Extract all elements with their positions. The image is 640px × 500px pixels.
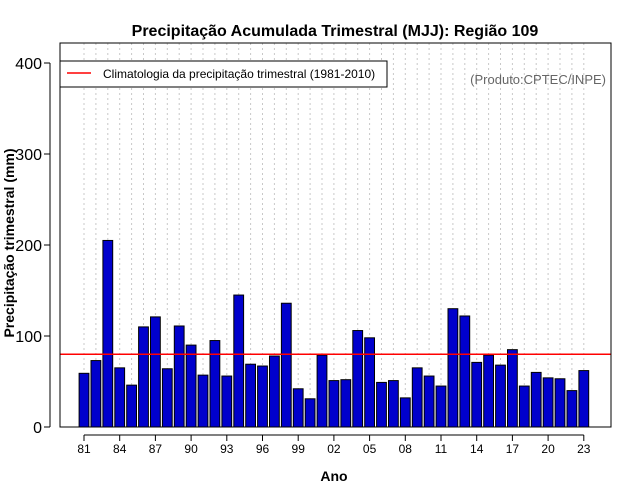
bar-2010 [423,375,435,428]
x-tick-label: 99 [292,442,306,456]
bar-2006 [376,381,387,428]
bar-2020 [542,377,554,428]
bar-1995 [245,363,256,428]
bar-2009 [411,367,423,428]
bar-2015 [483,354,495,428]
x-tick-label: 20 [541,442,555,456]
bar-1988 [161,368,173,428]
bar-2013 [459,315,471,428]
bar-1985 [126,384,137,428]
bar-2011 [435,385,447,428]
bar-1999 [292,388,304,428]
x-tick-label: 11 [435,442,448,456]
y-tick-label: 100 [15,329,42,346]
x-axis: 81 84 87 90 93 96 99 02 05 08 11 14 17 20 23 [77,434,591,456]
bar-1997 [269,355,280,428]
bar-1990 [185,344,197,428]
bar-2019 [530,371,542,428]
bar-1989 [173,325,185,428]
bar-1994 [233,294,245,428]
x-axis-label: Ano [320,468,347,484]
y-axis-label: Precipitação trimestral (mm) [1,148,17,337]
x-tick-label: 81 [77,442,91,456]
x-tick-label: 05 [363,442,377,456]
y-tick-label: 300 [15,147,42,164]
bar-1996 [257,365,268,428]
legend-label: Climatologia da precipitação trimestral … [103,67,375,81]
bar-2000 [304,398,316,428]
bar-1981 [78,372,90,428]
x-tick-label: 14 [470,442,484,456]
bar-2002 [328,380,340,428]
bar-2018 [518,385,530,428]
x-tick-label: 08 [399,442,413,456]
legend: Climatologia da precipitação trimestral … [59,60,388,88]
x-tick-label: 02 [327,442,341,456]
credit-text: (Produto:CPTEC/INPE) [470,72,606,87]
bar-1982 [90,360,102,428]
bar-2021 [554,378,566,428]
bar-2004 [352,330,364,428]
bar-2012 [447,308,459,428]
x-tick-label: 87 [149,442,163,456]
bar-2017 [507,349,518,428]
plot-frame [59,42,612,428]
y-tick-label: 400 [15,56,42,73]
bar-2022 [566,390,578,428]
bar-2016 [495,364,506,428]
x-tick-label: 96 [256,442,270,456]
x-tick-label: 90 [184,442,198,456]
x-tick-label: 23 [577,442,591,456]
bar-2023 [578,370,590,428]
bar-2005 [364,337,376,428]
bars [78,239,590,428]
bar-2003 [340,379,352,428]
y-tick-label: 200 [15,238,42,255]
bar-1991 [197,374,209,428]
x-tick-label: 93 [220,442,234,456]
bar-1998 [280,302,292,428]
y-axis: 0 100 200 300 400 [15,56,51,437]
bar-1986 [138,326,149,428]
y-tick-label: 0 [33,420,42,437]
x-tick-label: 84 [113,442,127,456]
bar-1983 [102,239,114,428]
bar-2014 [471,361,483,428]
bar-2001 [316,354,328,428]
bar-2007 [388,380,399,428]
bar-1993 [221,375,233,428]
bar-1984 [114,367,126,428]
bar-2008 [399,397,411,428]
legend-box [59,60,388,88]
x-tick-label: 17 [506,442,520,456]
chart-title: Precipitação Acumulada Trimestral (MJJ):… [132,23,539,40]
bar-1987 [150,316,161,428]
